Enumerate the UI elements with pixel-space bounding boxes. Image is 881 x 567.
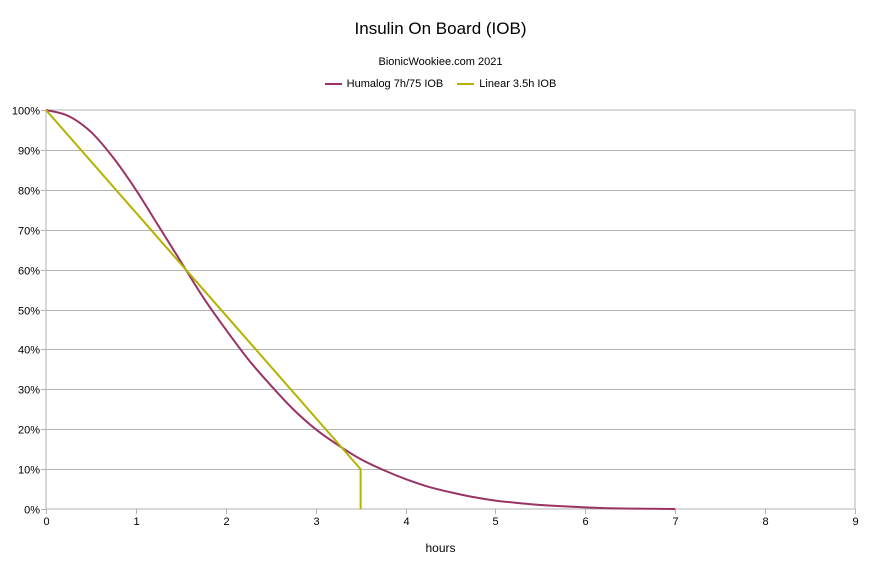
legend-swatch <box>457 83 475 85</box>
x-tick-label: 6 <box>582 516 588 528</box>
legend-label: Linear 3.5h IOB <box>479 78 557 90</box>
legend-swatch <box>324 83 342 85</box>
x-tick-label: 9 <box>852 516 858 528</box>
y-tick-label: 0% <box>24 505 40 517</box>
plot-border <box>45 109 856 510</box>
x-tick-label: 3 <box>313 516 319 528</box>
x-tick-label: 7 <box>672 516 678 528</box>
y-tick-label: 20% <box>18 425 40 437</box>
y-tick-label: 70% <box>18 226 40 238</box>
series-line-2 <box>45 109 362 509</box>
y-tick-label: 60% <box>18 266 40 278</box>
x-tick-label: 0 <box>43 516 49 528</box>
chart-subtitle: BionicWookiee.com 2021 <box>378 56 503 68</box>
y-tick-label: 100% <box>12 106 40 118</box>
x-tick-label: 8 <box>762 516 768 528</box>
chart-legend: Humalog 7h/75 IOB Linear 3.5h IOB <box>0 78 881 90</box>
y-tick-label: 40% <box>18 345 40 357</box>
chart-title: Insulin On Board (IOB) <box>354 19 527 38</box>
y-tick-label: 80% <box>18 186 40 198</box>
series-line-1 <box>45 109 676 510</box>
y-tick-label: 50% <box>18 306 40 318</box>
y-tick-label: 90% <box>18 146 40 158</box>
legend-item: Linear 3.5h IOB <box>457 78 556 90</box>
legend-label: Humalog 7h/75 IOB <box>346 78 444 90</box>
y-tick-label: 30% <box>18 385 40 397</box>
legend-item: Humalog 7h/75 IOB <box>324 78 444 90</box>
x-tick-label: 1 <box>133 516 139 528</box>
y-tick-label: 10% <box>18 465 40 477</box>
x-tick-label: 2 <box>223 516 229 528</box>
x-tick-label: 5 <box>492 516 498 528</box>
x-tick-label: 4 <box>403 516 409 528</box>
x-axis-label: hours <box>425 541 456 555</box>
